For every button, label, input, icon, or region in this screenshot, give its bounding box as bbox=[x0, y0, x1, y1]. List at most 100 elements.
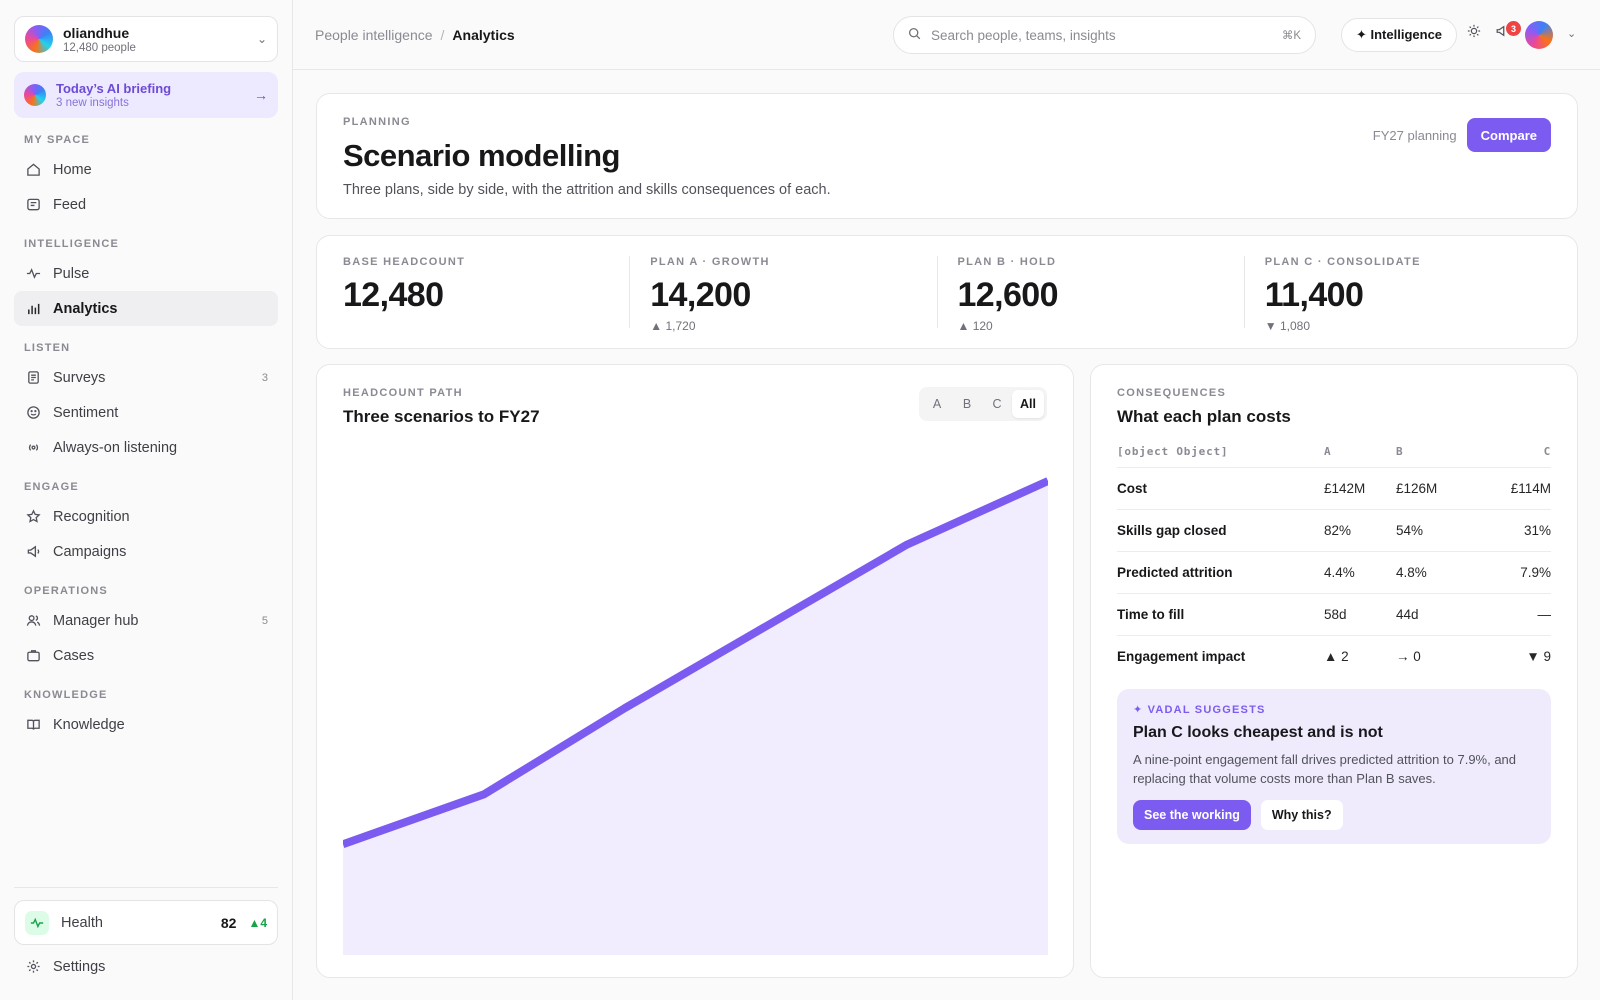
stat-value: 14,200 bbox=[650, 276, 751, 314]
column-header-c: C bbox=[1543, 445, 1551, 459]
sidebar-item-surveys[interactable]: Surveys 3 bbox=[14, 360, 278, 395]
book-icon bbox=[24, 717, 42, 732]
page-description: Three plans, side by side, with the attr… bbox=[343, 182, 831, 198]
briefcase-icon bbox=[24, 648, 42, 663]
sidebar-item-cases[interactable]: Cases bbox=[14, 638, 278, 673]
survey-icon bbox=[24, 370, 42, 385]
section-intelligence: INTELLIGENCE bbox=[24, 238, 120, 250]
cell-b: 44d bbox=[1396, 592, 1486, 635]
top-bar: People intelligence / Analytics ⌘K ✦ Int… bbox=[293, 0, 1600, 70]
filter-c[interactable]: C bbox=[992, 397, 1002, 411]
chart-eyebrow: HEADCOUNT PATH bbox=[343, 387, 463, 399]
breadcrumb-current: Analytics bbox=[452, 26, 515, 43]
sidebar-item-label: Feed bbox=[53, 196, 87, 213]
stat-plan-a: PLAN A · GROWTH 14,200 ▲ 1,720 bbox=[629, 256, 936, 333]
stat-label: PLAN B · HOLD bbox=[957, 256, 1057, 268]
sidebar-item-campaigns[interactable]: Campaigns bbox=[14, 534, 278, 569]
series-area bbox=[343, 481, 1048, 955]
megaphone-icon[interactable] bbox=[1495, 24, 1509, 41]
breadcrumb-separator: / bbox=[440, 26, 445, 43]
chevron-down-icon: ⌄ bbox=[256, 32, 267, 46]
consequences-table: [object Object] A B C Cost £142M £126M £… bbox=[1117, 437, 1551, 677]
home-icon bbox=[24, 162, 42, 177]
breadcrumb: People intelligence / Analytics bbox=[315, 27, 515, 43]
section-engage: ENGAGE bbox=[24, 481, 79, 493]
stat-label: BASE HEADCOUNT bbox=[343, 256, 466, 268]
table-row: Predicted attrition 4.4% 4.8% 7.9% bbox=[1117, 550, 1551, 593]
why-this-button[interactable]: Why this? bbox=[1260, 800, 1343, 830]
sidebar-item-manager-hub[interactable]: Manager hub 5 bbox=[14, 603, 278, 638]
bar-chart-icon bbox=[24, 301, 42, 316]
series-line bbox=[343, 477, 1048, 848]
stat-delta: ▲ 120 bbox=[957, 319, 993, 333]
sidebar-item-label: Campaigns bbox=[53, 543, 127, 560]
ai-briefing-card[interactable]: Today’s AI briefing 3 new insights → bbox=[14, 72, 278, 118]
cell-b: £126M bbox=[1396, 466, 1486, 509]
stat-label: PLAN C · CONSOLIDATE bbox=[1264, 256, 1421, 268]
table-row: Skills gap closed 82% 54% 31% bbox=[1117, 508, 1551, 551]
user-avatar[interactable] bbox=[1525, 21, 1553, 49]
cell-a: 82% bbox=[1324, 508, 1396, 551]
consequences-card: CONSEQUENCES What each plan costs [objec… bbox=[1090, 364, 1578, 978]
briefing-orb-icon bbox=[24, 84, 46, 106]
chevron-down-icon[interactable]: ⌄ bbox=[1567, 28, 1577, 40]
stat-delta: ▼ 1,080 bbox=[1264, 319, 1310, 333]
section-knowledge: KNOWLEDGE bbox=[24, 689, 108, 701]
breadcrumb-parent[interactable]: People intelligence bbox=[315, 26, 433, 43]
search-shortcut: ⌘K bbox=[1281, 30, 1301, 42]
see-the-working-button[interactable]: See the working bbox=[1133, 800, 1251, 830]
megaphone-icon bbox=[24, 544, 42, 559]
sidebar-item-home[interactable]: Home bbox=[14, 152, 278, 187]
users-icon bbox=[24, 613, 42, 628]
compare-button[interactable]: Compare bbox=[1466, 118, 1551, 152]
theme-toggle-icon[interactable] bbox=[1467, 24, 1481, 41]
search-input[interactable] bbox=[931, 27, 1282, 43]
manager-hub-count: 5 bbox=[261, 614, 268, 627]
intelligence-button[interactable]: ✦ Intelligence bbox=[1341, 18, 1458, 52]
page-title: Scenario modelling bbox=[343, 138, 620, 173]
org-switcher[interactable]: oliandhue 12,480 people ⌄ bbox=[14, 16, 278, 62]
heartbeat-icon bbox=[25, 910, 49, 935]
feed-icon bbox=[24, 197, 42, 212]
sidebar-item-pulse[interactable]: Pulse bbox=[14, 256, 278, 291]
filter-a[interactable]: A bbox=[932, 397, 942, 411]
sidebar-item-analytics[interactable]: Analytics bbox=[14, 291, 278, 326]
sidebar-item-label: Recognition bbox=[53, 508, 130, 525]
sidebar-item-label: Pulse bbox=[53, 265, 90, 282]
sidebar-item-label: Knowledge bbox=[53, 716, 125, 733]
notification-badge: 3 bbox=[1506, 21, 1521, 36]
cell-c: £114M bbox=[1486, 466, 1551, 509]
sidebar-item-label: Cases bbox=[53, 647, 95, 664]
org-avatar bbox=[25, 25, 53, 53]
cell-a: 4.4% bbox=[1324, 550, 1396, 593]
org-people-count: 12,480 people bbox=[63, 41, 136, 54]
table-header-row: [object Object] A B C bbox=[1117, 437, 1551, 467]
cell-c: 31% bbox=[1486, 508, 1551, 551]
row-label: Time to fill bbox=[1117, 592, 1324, 635]
stat-base-headcount: BASE HEADCOUNT 12,480 bbox=[343, 256, 629, 328]
cell-b: → 0 bbox=[1396, 634, 1486, 677]
table-row: Engagement impact ▲ 2 → 0 ▼ 9 bbox=[1117, 634, 1551, 677]
sidebar-item-sentiment[interactable]: Sentiment bbox=[14, 395, 278, 430]
headcount-stats-card: BASE HEADCOUNT 12,480 PLAN A · GROWTH 14… bbox=[316, 235, 1578, 349]
sidebar-item-feed[interactable]: Feed bbox=[14, 187, 278, 222]
stat-value: 12,600 bbox=[957, 276, 1059, 314]
search-bar[interactable]: ⌘K bbox=[893, 16, 1316, 54]
column-header-b: B bbox=[1396, 445, 1404, 459]
suggestion-title: Plan C looks cheapest and is not bbox=[1133, 724, 1383, 741]
stat-label: PLAN A · GROWTH bbox=[650, 256, 770, 268]
cell-a: 58d bbox=[1324, 592, 1396, 635]
sidebar-item-settings[interactable]: Settings bbox=[14, 949, 278, 984]
filter-all[interactable]: All bbox=[1012, 390, 1044, 418]
health-score-widget[interactable]: Health 82 ▲4 bbox=[14, 900, 278, 945]
sidebar-item-recognition[interactable]: Recognition bbox=[14, 499, 278, 534]
suggestion-body: A nine-point engagement fall drives pred… bbox=[1133, 752, 1517, 786]
row-label: Engagement impact bbox=[1117, 634, 1324, 677]
sidebar-item-knowledge[interactable]: Knowledge bbox=[14, 707, 278, 742]
sidebar-item-always-on-listening[interactable]: Always-on listening bbox=[14, 430, 278, 465]
row-label: Predicted attrition bbox=[1117, 550, 1324, 593]
filter-b[interactable]: B bbox=[962, 397, 972, 411]
smile-icon bbox=[24, 405, 42, 420]
broadcast-icon bbox=[24, 440, 42, 455]
briefing-subtitle: 3 new insights bbox=[56, 97, 129, 109]
